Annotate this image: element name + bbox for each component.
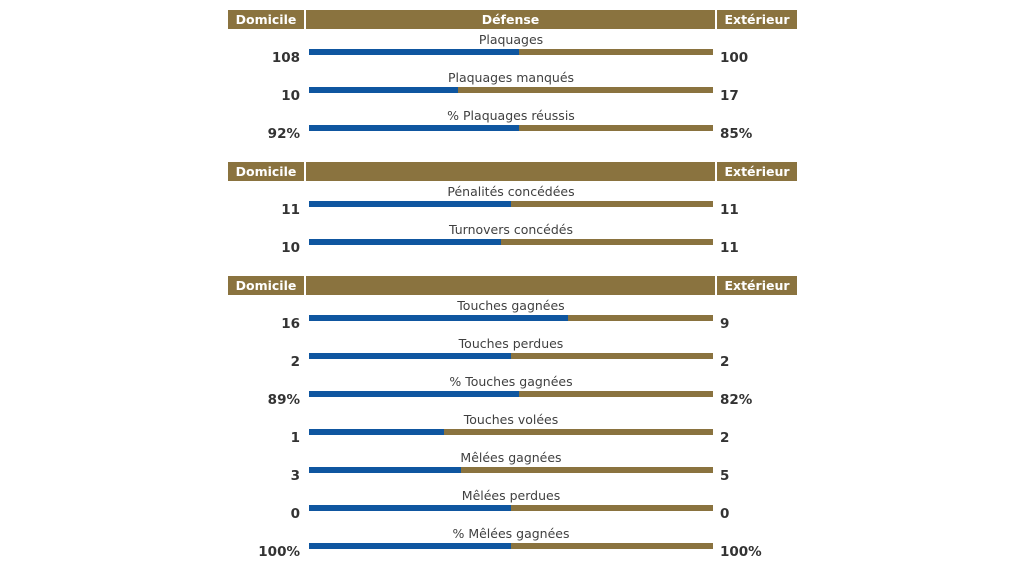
home-bar <box>309 543 511 549</box>
home-bar <box>309 125 519 131</box>
away-bar <box>309 543 713 549</box>
away-value: 100% <box>720 544 762 560</box>
stat-row-melees-perdues: Mêlées perdues 0 0 <box>228 488 797 526</box>
stat-label: % Mêlées gagnées <box>452 526 570 541</box>
away-value: 0 <box>720 506 730 522</box>
stat-label: Plaquages <box>478 32 544 47</box>
home-value: 89% <box>267 392 300 408</box>
home-value: 3 <box>290 468 300 484</box>
stat-row-touches-volees: Touches volées 1 2 <box>228 412 797 450</box>
home-value: 2 <box>290 354 300 370</box>
home-bar <box>309 467 461 473</box>
header-home-label: Domicile <box>228 276 304 295</box>
away-bar <box>309 239 713 245</box>
stat-label: Touches gagnées <box>457 298 565 313</box>
stat-row-penalites-concedees: Pénalités concédées 11 11 <box>228 184 797 222</box>
header-away-label: Extérieur <box>717 276 797 295</box>
header-away-label: Extérieur <box>717 10 797 29</box>
away-bar <box>309 315 713 321</box>
away-value: 100 <box>720 50 749 66</box>
stat-label: Pénalités concédées <box>447 184 575 199</box>
section-header: Domicile Extérieur <box>228 276 797 295</box>
home-bar <box>309 505 511 511</box>
header-category-label: Défense <box>306 10 715 29</box>
home-bar <box>309 429 444 435</box>
away-value: 11 <box>720 202 739 218</box>
home-value: 92% <box>267 126 300 142</box>
header-category-label <box>306 276 715 295</box>
away-value: 9 <box>720 316 730 332</box>
header-home-label: Domicile <box>228 10 304 29</box>
stat-row-touches-gagnees: % Touches gagnées 89% 82% <box>228 374 797 412</box>
away-value: 17 <box>720 88 739 104</box>
away-bar <box>309 353 713 359</box>
away-value: 5 <box>720 468 730 484</box>
stat-label: % Plaquages réussis <box>447 108 575 123</box>
home-bar <box>309 391 519 397</box>
home-value: 10 <box>281 88 300 104</box>
away-bar <box>309 87 713 93</box>
away-bar <box>309 391 713 397</box>
away-value: 82% <box>720 392 753 408</box>
home-value: 10 <box>281 240 300 256</box>
home-bar <box>309 87 458 93</box>
header-category-label <box>306 162 715 181</box>
away-value: 11 <box>720 240 739 256</box>
header-home-label: Domicile <box>228 162 304 181</box>
stat-label: Touches volées <box>463 412 559 427</box>
stat-row-turnovers-concedes: Turnovers concédés 10 11 <box>228 222 797 260</box>
away-bar <box>309 505 713 511</box>
stat-row-plaquages-manques: Plaquages manqués 10 17 <box>228 70 797 108</box>
stat-row-touches-perdues: Touches perdues 2 2 <box>228 336 797 374</box>
section-header: Domicile Extérieur <box>228 162 797 181</box>
stat-label: Touches perdues <box>458 336 564 351</box>
stat-row-plaquages: Plaquages 108 100 <box>228 32 797 70</box>
away-bar <box>309 429 713 435</box>
away-bar <box>309 201 713 207</box>
stat-row-plaquages-reussis: % Plaquages réussis 92% 85% <box>228 108 797 146</box>
header-away-label: Extérieur <box>717 162 797 181</box>
away-bar <box>309 49 713 55</box>
home-bar <box>309 315 568 321</box>
home-value: 1 <box>290 430 300 446</box>
home-value: 108 <box>271 50 300 66</box>
stat-row-touches-gagnees: Touches gagnées 16 9 <box>228 298 797 336</box>
section-header: Domicile Défense Extérieur <box>228 10 797 29</box>
stat-label: % Touches gagnées <box>449 374 573 389</box>
home-bar <box>309 201 511 207</box>
home-bar <box>309 49 519 55</box>
away-value: 2 <box>720 430 730 446</box>
stat-label: Mêlées perdues <box>461 488 561 503</box>
stat-row-melees-gagnees: Mêlées gagnées 3 5 <box>228 450 797 488</box>
away-value: 85% <box>720 126 753 142</box>
stat-row-melees-gagnees: % Mêlées gagnées 100% 100% <box>228 526 797 564</box>
home-value: 100% <box>258 544 300 560</box>
home-bar <box>309 239 501 245</box>
home-bar <box>309 353 511 359</box>
stat-label: Plaquages manqués <box>447 70 575 85</box>
stat-label: Turnovers concédés <box>448 222 573 237</box>
away-bar <box>309 467 713 473</box>
home-value: 16 <box>281 316 300 332</box>
home-value: 11 <box>281 202 300 218</box>
home-value: 0 <box>290 506 300 522</box>
stat-label: Mêlées gagnées <box>460 450 562 465</box>
away-bar <box>309 125 713 131</box>
away-value: 2 <box>720 354 730 370</box>
